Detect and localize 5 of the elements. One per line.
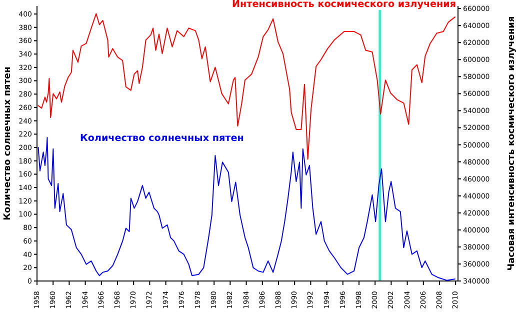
y-axis-title: Количество солнечных пятен bbox=[3, 66, 14, 220]
y2-axis-title: Часовая интенсивность космического излучения bbox=[507, 16, 518, 271]
series-label: Интенсивность космического излучения bbox=[232, 0, 456, 10]
line-series bbox=[38, 13, 456, 160]
text: Количество солнечных пятен bbox=[80, 133, 244, 144]
